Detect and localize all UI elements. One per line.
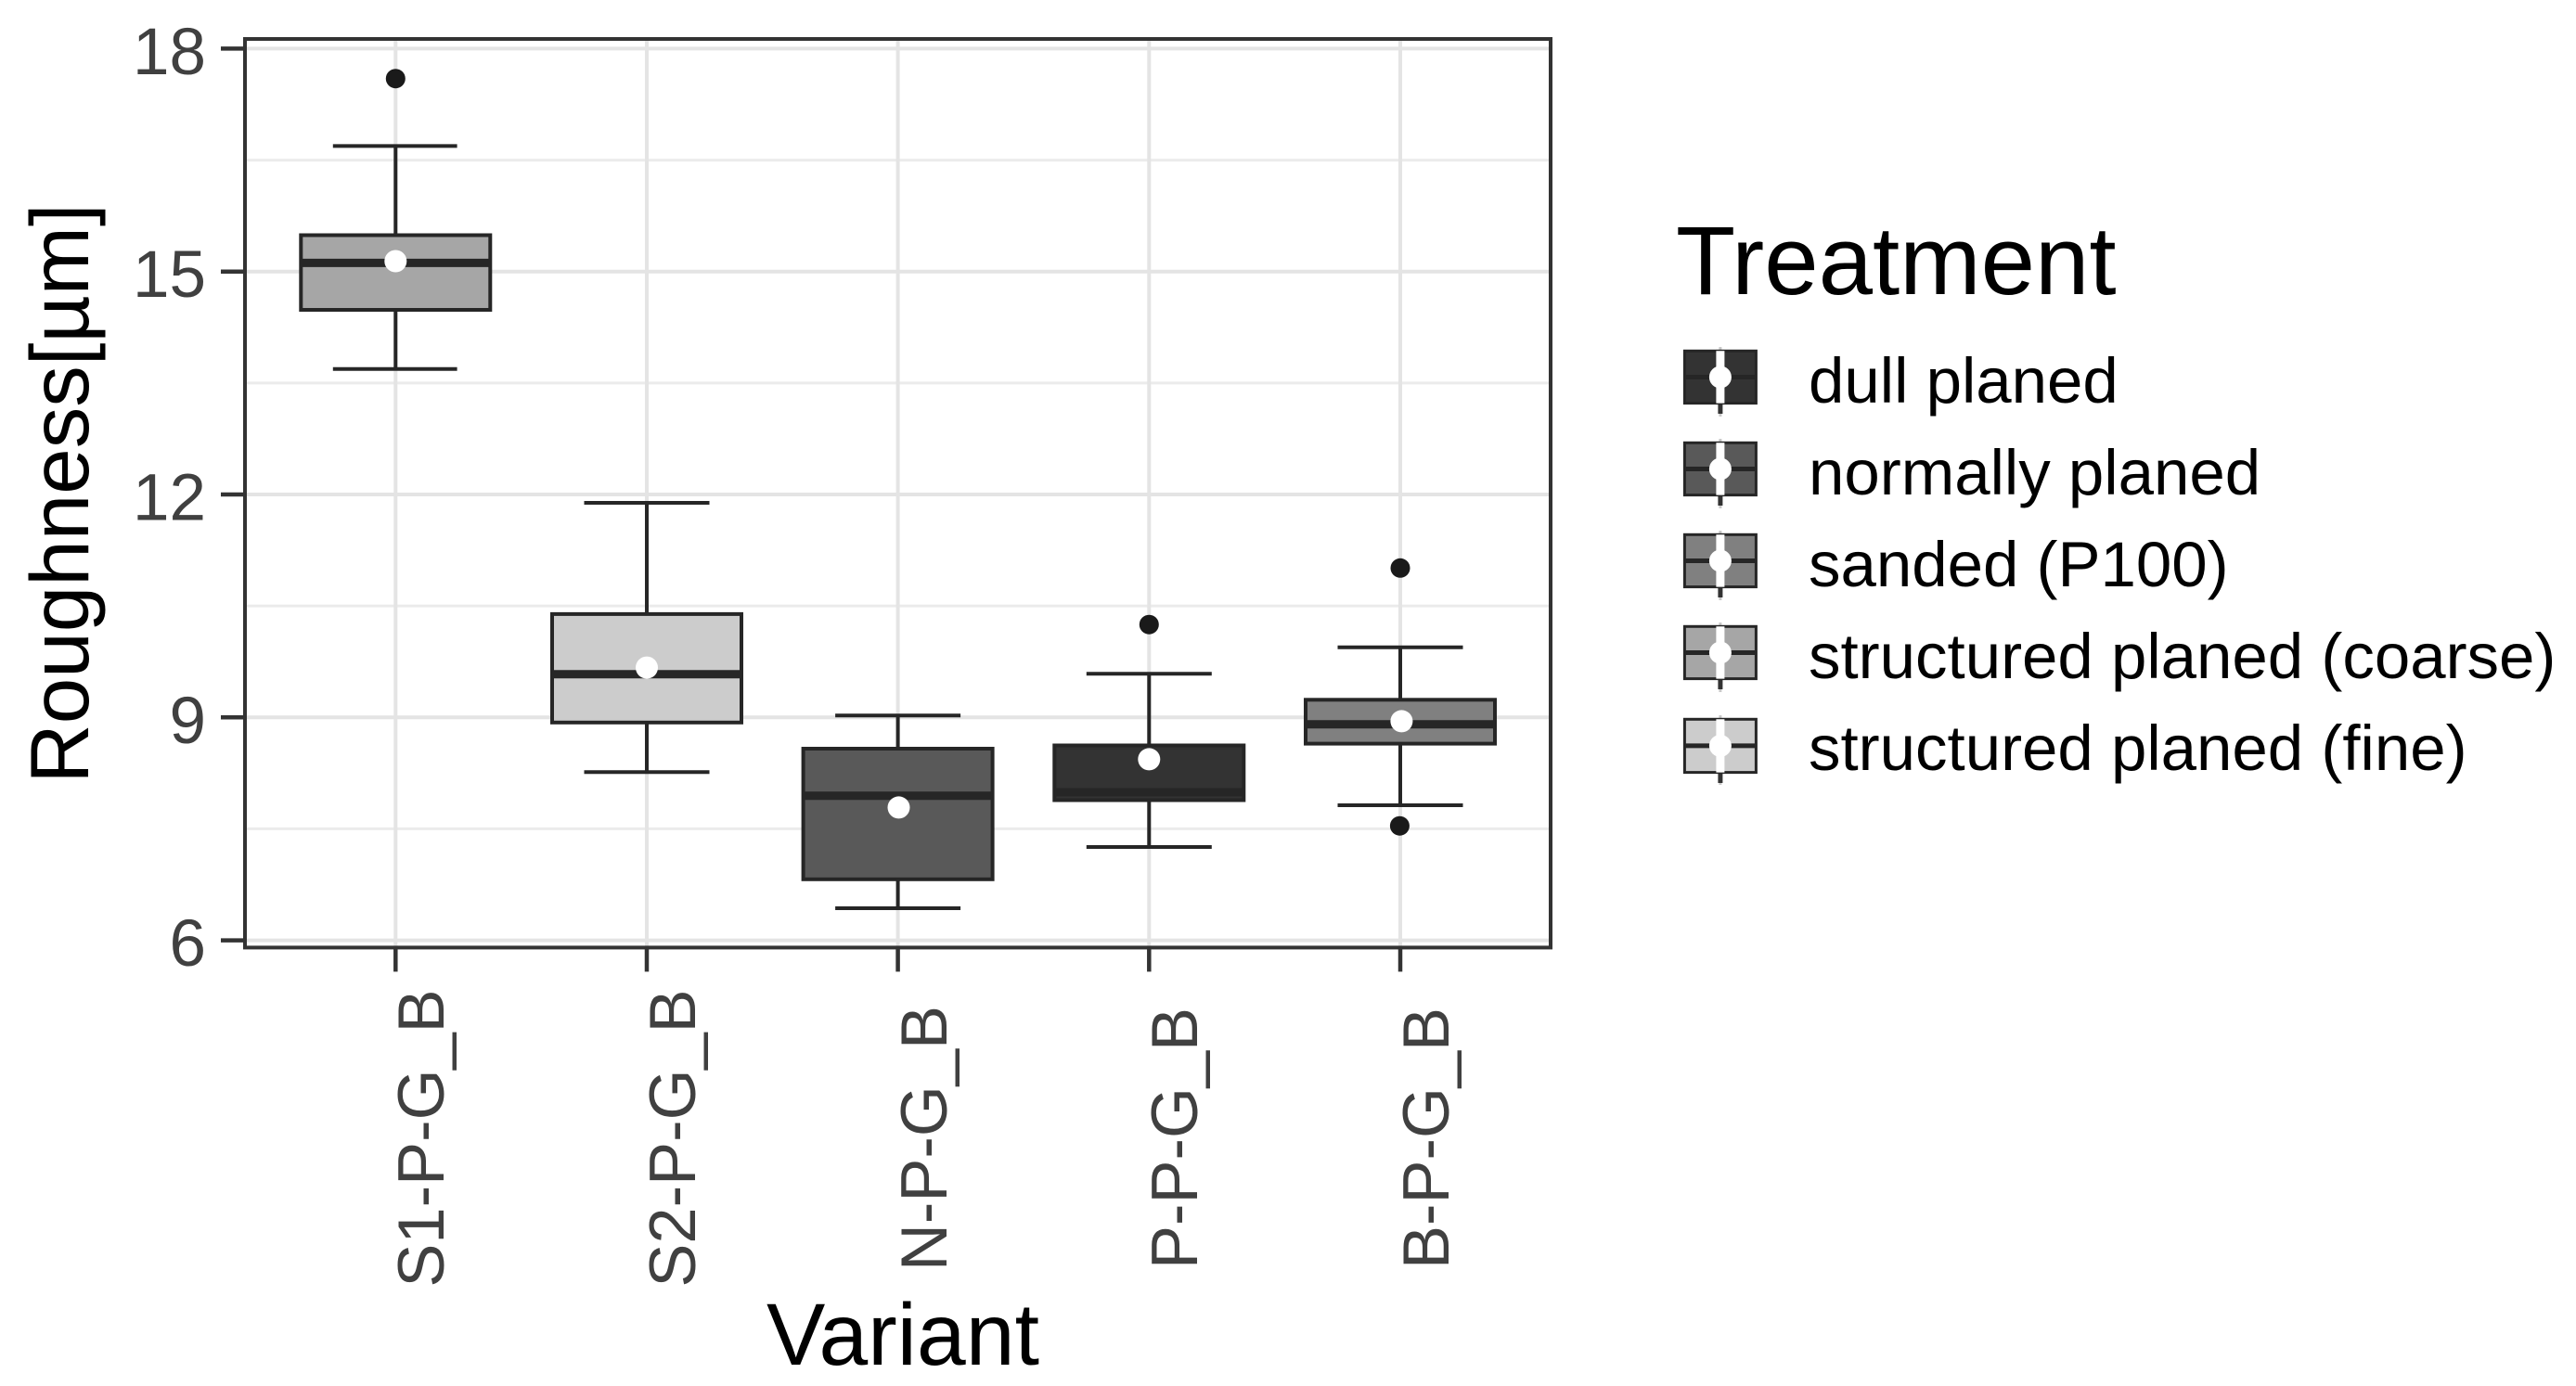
svg-text:S2-P-G_B: S2-P-G_B (636, 989, 709, 1287)
svg-text:B-P-G_B: B-P-G_B (1389, 1007, 1462, 1269)
svg-text:structured planed (coarse): structured planed (coarse) (1809, 621, 2556, 692)
svg-text:S1-P-G_B: S1-P-G_B (384, 989, 457, 1287)
svg-text:P-P-G_B: P-P-G_B (1138, 1007, 1211, 1269)
svg-text:dull planed: dull planed (1809, 345, 2119, 417)
svg-text:12: 12 (133, 462, 206, 535)
svg-text:Treatment: Treatment (1676, 207, 2117, 315)
svg-text:sanded (P100): sanded (P100) (1809, 529, 2229, 600)
svg-text:normally planed: normally planed (1809, 437, 2260, 508)
svg-text:Roughness[µm]: Roughness[µm] (13, 203, 106, 783)
svg-text:15: 15 (133, 238, 206, 312)
svg-text:18: 18 (133, 16, 206, 89)
svg-text:N-P-G_B: N-P-G_B (887, 1006, 960, 1271)
svg-text:structured planed (fine): structured planed (fine) (1809, 712, 2467, 784)
svg-text:Variant: Variant (766, 1286, 1039, 1384)
svg-text:6: 6 (170, 907, 207, 981)
svg-text:9: 9 (170, 685, 207, 758)
